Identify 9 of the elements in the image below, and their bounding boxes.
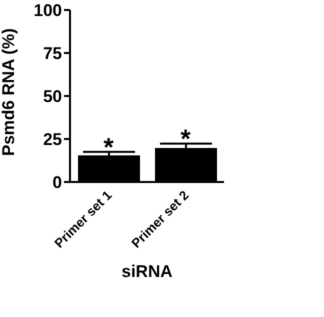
y-tick-label: 0 [52,173,62,192]
annotation: * [180,124,192,154]
x-axis-title: siRNA [121,262,173,281]
y-tick-label: 50 [43,87,62,106]
y-tick-label: 100 [34,1,62,20]
y-tick-label: 75 [43,44,62,64]
y-axis-title: Psmd6 RNA (%) [0,28,18,156]
y-tick-label: 25 [43,130,62,150]
annotation: * [103,132,114,162]
